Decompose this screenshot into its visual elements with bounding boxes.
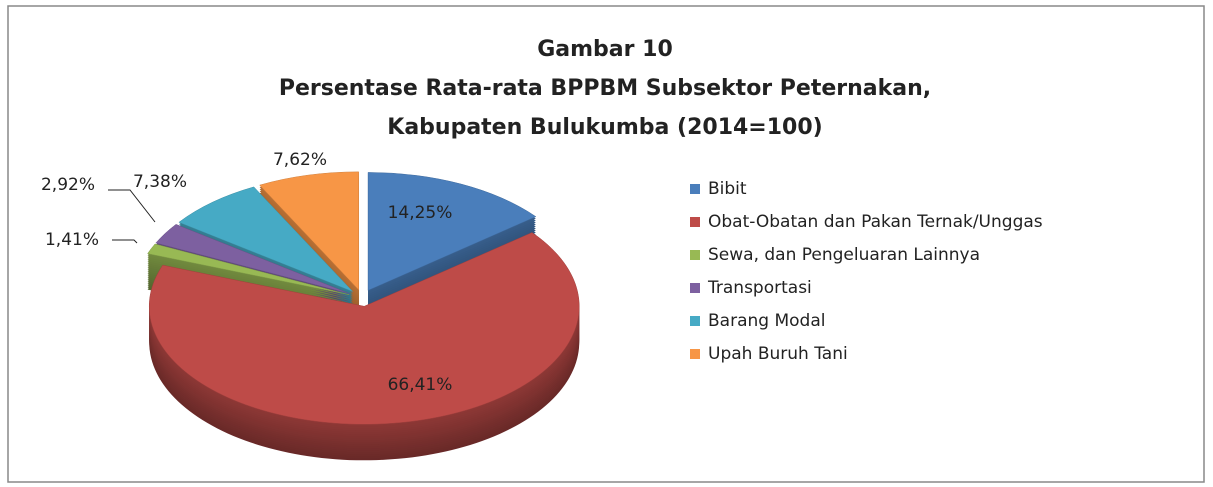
legend-swatch (690, 349, 700, 359)
chart-title: Kabupaten Bulukumba (2014=100) (387, 115, 822, 140)
data-label: 7,62% (273, 150, 327, 170)
legend-swatch (690, 283, 700, 293)
data-label: 1,41% (45, 230, 99, 250)
legend-label: Bibit (708, 179, 747, 199)
leader-line (108, 189, 156, 223)
legend-label: Barang Modal (708, 311, 825, 331)
legend-label: Sewa, dan Pengeluaran Lainnya (708, 245, 980, 265)
legend-swatch (690, 250, 700, 260)
data-label: 14,25% (388, 203, 453, 223)
legend-swatch (690, 184, 700, 194)
data-label: 2,92% (41, 175, 95, 195)
data-label: 66,41% (388, 375, 453, 395)
chart-title: Persentase Rata-rata BPPBM Subsektor Pet… (279, 76, 931, 101)
legend-label: Obat-Obatan dan Pakan Ternak/Unggas (708, 212, 1043, 232)
legend-label: Upah Buruh Tani (708, 344, 848, 364)
legend-swatch (690, 217, 700, 227)
slice (367, 172, 537, 291)
slice (147, 243, 350, 295)
leader-line (112, 239, 138, 244)
legend-label: Transportasi (707, 278, 812, 298)
slice (259, 171, 359, 291)
legend-swatch (690, 316, 700, 326)
slice (155, 224, 351, 294)
slice (178, 186, 354, 292)
chart-title: Gambar 10 (537, 37, 673, 62)
slice (149, 232, 580, 425)
data-label: 7,38% (133, 172, 187, 192)
